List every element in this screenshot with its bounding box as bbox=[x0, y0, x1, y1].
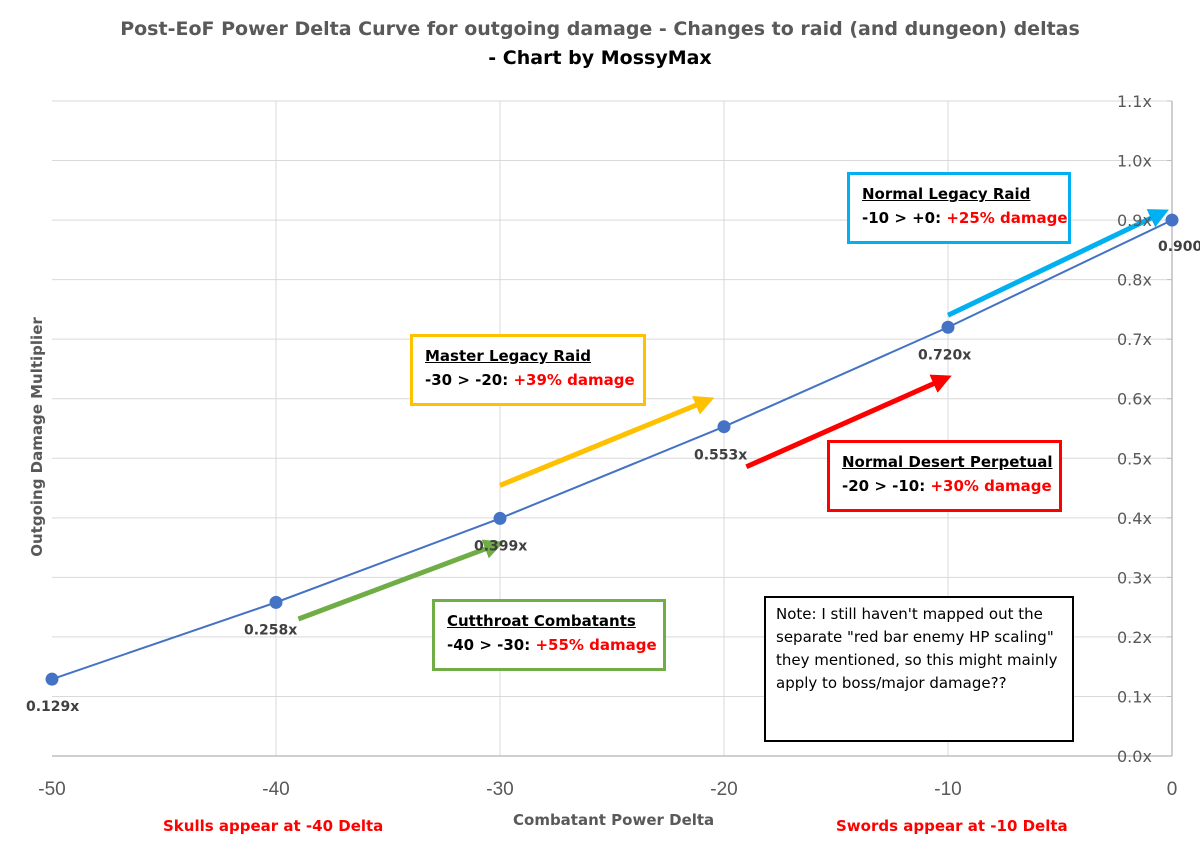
callout-master: Master Legacy Raid -30 > -20: +39% damag… bbox=[410, 334, 646, 406]
y-tick-label: 0.6x bbox=[1117, 390, 1152, 409]
data-point bbox=[941, 320, 955, 334]
callout-legacy-title: Normal Legacy Raid bbox=[862, 185, 1031, 203]
callout-cutthroat-title: Cutthroat Combatants bbox=[447, 612, 636, 630]
data-point bbox=[493, 511, 507, 525]
y-tick-label: 0.2x bbox=[1117, 628, 1152, 647]
y-tick-label: 0.0x bbox=[1117, 747, 1152, 766]
x-tick-label: -40 bbox=[262, 779, 289, 800]
arrow-cutthroat bbox=[297, 539, 504, 622]
callout-master-change: +39% damage bbox=[513, 371, 635, 389]
x-tick-label: -30 bbox=[486, 779, 513, 800]
callout-master-range: -30 > -20: bbox=[425, 371, 509, 389]
chart-subtitle: - Chart by MossyMax bbox=[488, 47, 712, 69]
data-point bbox=[717, 420, 731, 434]
callout-desert-range: -20 > -10: bbox=[842, 477, 926, 495]
data-point bbox=[1165, 213, 1179, 227]
y-tick-label: 0.8x bbox=[1117, 271, 1152, 290]
y-tick-label: 0.3x bbox=[1117, 568, 1152, 587]
callout-legacy-range: -10 > +0: bbox=[862, 209, 942, 227]
callout-master-title: Master Legacy Raid bbox=[425, 347, 591, 365]
data-label: 0.129x bbox=[26, 699, 79, 715]
data-point bbox=[45, 672, 59, 686]
data-point bbox=[269, 595, 283, 609]
data-label: 0.553x bbox=[694, 448, 747, 464]
swords-footnote: Swords appear at -10 Delta bbox=[836, 817, 1068, 835]
callout-legacy-change: +25% damage bbox=[946, 209, 1068, 227]
y-tick-label: 0.7x bbox=[1117, 330, 1152, 349]
x-tick-label: 0 bbox=[1167, 779, 1178, 800]
callout-cutthroat: Cutthroat Combatants -40 > -30: +55% dam… bbox=[432, 599, 666, 671]
series-line bbox=[51, 219, 1173, 681]
y-tick-label: 0.9x bbox=[1117, 211, 1152, 230]
data-label: 0.900x bbox=[1158, 239, 1200, 255]
tick-labels: 0.0x 0.1x 0.2x 0.3x 0.4x 0.5x 0.6x 0.7x 0.8x 0.9x… bbox=[38, 92, 1177, 800]
x-tick-label: -10 bbox=[934, 779, 961, 800]
y-tick-label: 1.1x bbox=[1117, 92, 1152, 111]
x-tick-label: -20 bbox=[710, 779, 737, 800]
x-tick-label: -50 bbox=[38, 779, 65, 800]
callout-desert-title: Normal Desert Perpetual bbox=[842, 453, 1053, 471]
y-tick-label: 0.4x bbox=[1117, 509, 1152, 528]
callout-cutthroat-change: +55% damage bbox=[535, 636, 657, 654]
callout-cutthroat-range: -40 > -30: bbox=[447, 636, 531, 654]
arrow-legacy bbox=[946, 209, 1169, 318]
callout-desert: Normal Desert Perpetual -20 > -10: +30% … bbox=[827, 440, 1062, 512]
callout-desert-change: +30% damage bbox=[930, 477, 1052, 495]
skulls-footnote: Skulls appear at -40 Delta bbox=[163, 817, 384, 835]
y-tick-label: 1.0x bbox=[1117, 152, 1152, 171]
data-label: 0.720x bbox=[918, 347, 971, 363]
y-tick-label: 0.5x bbox=[1117, 449, 1152, 468]
x-axis-title: Combatant Power Delta bbox=[513, 811, 715, 829]
data-label: 0.399x bbox=[474, 538, 527, 554]
callout-legacy: Normal Legacy Raid -10 > +0: +25% damage bbox=[847, 172, 1071, 244]
note-box: Note: I still haven't mapped out the sep… bbox=[764, 596, 1074, 742]
data-label: 0.258x bbox=[244, 622, 297, 638]
arrow-master bbox=[499, 395, 715, 488]
data-series: 0.129x 0.258x 0.399x 0.553x 0.720x 0.900x bbox=[26, 213, 1200, 715]
chart-title: Post-EoF Power Delta Curve for outgoing … bbox=[120, 18, 1080, 40]
y-axis-title: Outgoing Damage Multiplier bbox=[28, 317, 46, 557]
y-tick-label: 0.1x bbox=[1117, 687, 1152, 706]
arrow-desert bbox=[745, 374, 952, 470]
arrows bbox=[297, 209, 1169, 622]
